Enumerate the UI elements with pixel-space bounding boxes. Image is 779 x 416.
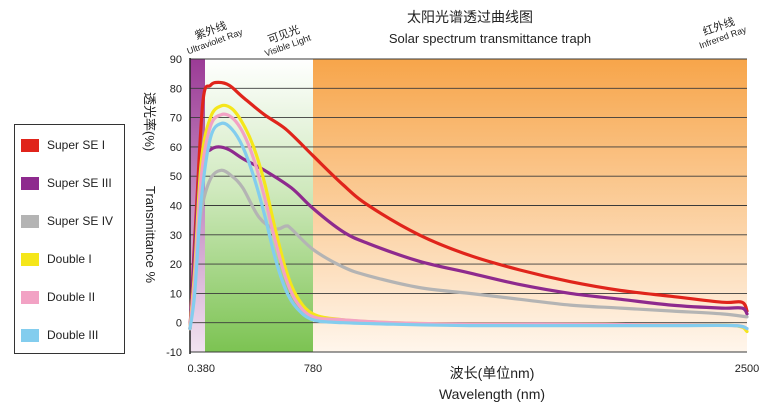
legend-label: Double II (47, 290, 96, 304)
legend-swatch (21, 138, 39, 152)
y-tick-label: 0 (176, 318, 182, 330)
x-tick-label: 2500 (735, 363, 759, 375)
legend-item: Double II (21, 289, 95, 305)
legend-swatch (21, 176, 39, 190)
labels: -10 0 10 20 30 40 50 60 70 80 90 0.380 780 2500 紫外线Ult… (166, 14, 759, 375)
series-lines (188, 80, 749, 334)
legend-item: Super SE III (21, 175, 112, 191)
y-tick-label: 90 (170, 54, 182, 66)
y-axis-label-cn: 透光率(%) (142, 92, 157, 151)
legend-label: Super SE III (47, 176, 112, 190)
y-tick-label: 20 (170, 259, 182, 271)
x-tick-label: 780 (304, 363, 322, 375)
legend-swatch (21, 328, 39, 342)
legend-item: Super SE I (21, 137, 105, 153)
series-line-double-iii (188, 121, 749, 331)
x-axis-label-cn: 波长(单位nm) (450, 365, 535, 381)
legend-swatch (21, 252, 39, 266)
chart-subtitle: Solar spectrum transmittance traph (389, 31, 591, 46)
y-tick-label: 50 (170, 171, 182, 183)
y-tick-label: 80 (170, 83, 182, 95)
series-line-super-se-iii (188, 145, 749, 331)
legend-item: Super SE IV (21, 213, 113, 229)
series-line-super-se-i (188, 80, 749, 331)
legend: Super SE I Super SE III Super SE IV Double … (14, 124, 125, 354)
legend-item: Double III (21, 327, 98, 343)
y-tick-label: 60 (170, 142, 182, 154)
legend-item: Double I (21, 251, 92, 267)
legend-label: Double I (47, 252, 92, 266)
x-tick-label: 0.380 (187, 363, 215, 375)
y-tick-label: 70 (170, 113, 182, 125)
y-tick-label: 10 (170, 288, 182, 300)
series-line-super-se-iv (188, 168, 749, 331)
chart-title: 太阳光谱透过曲线图 (407, 9, 533, 25)
legend-swatch (21, 290, 39, 304)
x-axis-label-en: Wavelength (nm) (439, 386, 545, 402)
y-axis-label-en: Transmittance % (143, 186, 158, 283)
y-tick-label: 30 (170, 230, 182, 242)
legend-label: Double III (47, 328, 99, 342)
legend-label: Super SE IV (47, 214, 114, 228)
legend-swatch (21, 214, 39, 228)
legend-label: Super SE I (47, 138, 106, 152)
y-tick-label: -10 (166, 347, 182, 359)
y-tick-label: 40 (170, 201, 182, 213)
